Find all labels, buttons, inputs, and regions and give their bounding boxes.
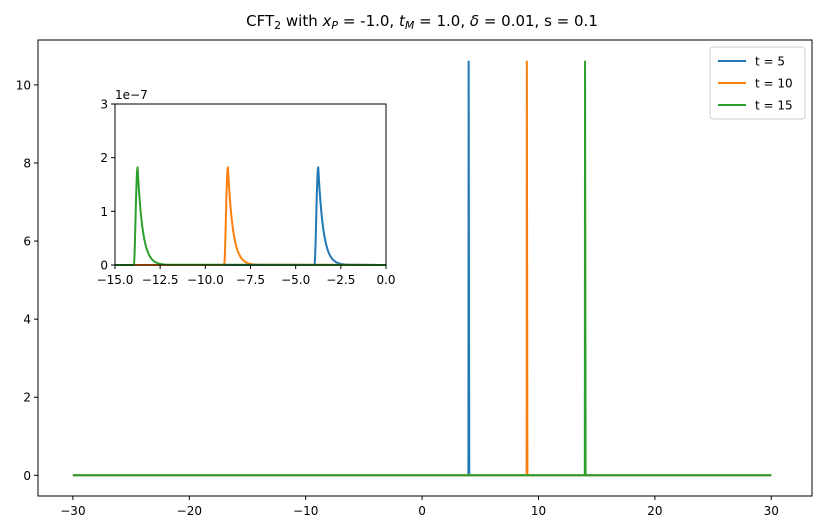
x-tick-label: 0 (418, 504, 426, 518)
legend-label: t = 5 (755, 55, 785, 69)
x-tick-label: −30 (60, 504, 85, 518)
title-part: P (331, 19, 338, 32)
legend-label: t = 10 (755, 77, 793, 91)
inset-background (115, 104, 386, 265)
inset-y-tick-label: 3 (100, 98, 108, 112)
inset-x-tick-label: −5.0 (281, 273, 310, 287)
legend-frame (709, 46, 806, 120)
inset-x-tick-label: −12.5 (142, 273, 179, 287)
y-tick-label: 6 (23, 235, 31, 249)
legend-label: t = 15 (755, 99, 793, 113)
title-part: CFT (246, 12, 275, 30)
title-part: t (399, 12, 406, 30)
inset-y-tick-label: 1 (100, 205, 108, 219)
title-part: = 0.01, s = 0.1 (479, 12, 598, 30)
series-line-3 (72, 60, 772, 477)
inset-x-tick-label: −7.5 (236, 273, 265, 287)
inset-y-tick-label: 0 (100, 259, 108, 273)
inset-x-tick-label: −15.0 (97, 273, 134, 287)
inset-x-tick-label: 0.0 (376, 273, 395, 287)
title-part: = -1.0, (338, 12, 399, 30)
y-tick-label: 8 (23, 156, 31, 170)
y-tick-label: 2 (23, 391, 31, 405)
inset-x-tick-label: −10.0 (187, 273, 224, 287)
x-tick-label: 20 (647, 504, 662, 518)
inset-y-tick-label: 2 (100, 151, 108, 165)
title-part: δ (470, 12, 479, 30)
title-part: 2 (274, 19, 281, 32)
inset-series-line-3 (115, 166, 387, 266)
title-part: x (322, 12, 332, 30)
main-axes-frame (37, 39, 813, 497)
y-tick-label: 10 (16, 78, 31, 92)
x-tick-label: 30 (764, 504, 779, 518)
x-tick-label: −20 (177, 504, 202, 518)
y-tick-label: 4 (23, 313, 31, 327)
chart-title: CFT2 with xP = -1.0, tM = 1.0, δ = 0.01,… (246, 12, 598, 32)
inset-plot: −15.0 −12.5 −10.0 −7.5 −5.0 −2.5 0.0 0 1 2 3 1e−7 (97, 88, 396, 287)
inset-x-tick-label: −2.5 (326, 273, 355, 287)
title-part: = 1.0, (414, 12, 470, 30)
legend: t = 5 t = 10 t = 15 (709, 46, 806, 120)
inset-offset-text: 1e−7 (115, 88, 148, 102)
x-tick-label: 10 (531, 504, 546, 518)
y-tick-label: 0 (23, 469, 31, 483)
title-part: with (281, 12, 322, 30)
x-tick-label: −10 (293, 504, 318, 518)
title-part: M (405, 19, 415, 32)
